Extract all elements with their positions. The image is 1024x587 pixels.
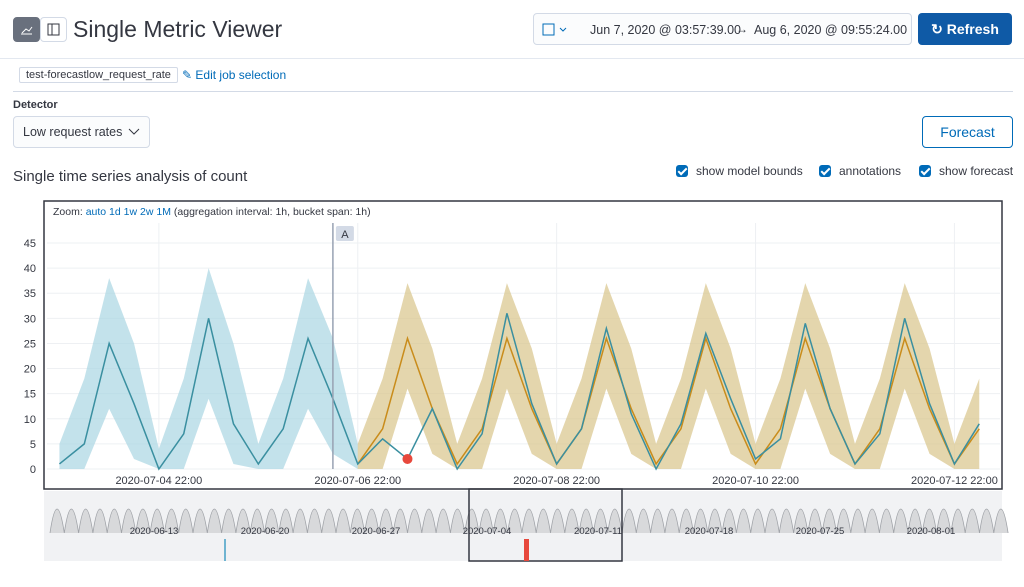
- y-tick-label: 10: [24, 414, 36, 426]
- x-tick-label: 2020-07-06 22:00: [314, 475, 401, 487]
- zoom-bar: Zoom: auto 1d 1w 2w 1M (aggregation inte…: [53, 206, 371, 218]
- context-label: 2020-08-01: [907, 526, 956, 537]
- y-tick-label: 35: [24, 288, 36, 300]
- page-title: Single Metric Viewer: [73, 16, 283, 42]
- detector-value: Low request rates: [23, 125, 123, 139]
- y-tick-label: 25: [24, 338, 36, 350]
- icon: [21, 26, 33, 35]
- y-tick-label: 45: [24, 238, 36, 250]
- y-tick-label: 30: [24, 313, 36, 325]
- y-tick-label: 5: [30, 439, 36, 451]
- toggle-label: annotations: [839, 164, 902, 178]
- context-label: 2020-06-13: [130, 526, 179, 537]
- context-selection[interactable]: [468, 488, 623, 562]
- date-picker[interactable]: Jun 7, 2020 @ 03:57:39.00 → Aug 6, 2020 …: [533, 13, 912, 45]
- toggle-label: show model bounds: [696, 164, 803, 178]
- actual-line: [58, 313, 980, 471]
- zoom-option[interactable]: auto: [86, 206, 107, 218]
- annotation-badge: [335, 226, 354, 241]
- zoom-label: Zoom:: [53, 206, 83, 218]
- icon: [47, 23, 60, 36]
- toggle[interactable]: annotations: [819, 164, 901, 178]
- context-label: 2020-07-11: [574, 526, 622, 537]
- section-title: Single time series analysis of count: [13, 168, 248, 185]
- context-label: 2020-07-25: [796, 526, 845, 537]
- detector-label: Detector: [13, 99, 58, 111]
- anomaly-marker[interactable]: [402, 453, 413, 464]
- toggle[interactable]: show forecast: [919, 164, 1013, 178]
- forecast-button[interactable]: Forecast: [922, 116, 1013, 148]
- toggle[interactable]: show model bounds: [676, 164, 803, 178]
- divider: [13, 91, 1013, 92]
- y-tick-label: 15: [24, 389, 36, 401]
- context-label: 2020-07-04: [463, 526, 512, 537]
- model-bounds: [59, 268, 358, 469]
- context-swath: [49, 508, 1009, 534]
- context-anomaly: [524, 539, 529, 561]
- chart-view-button[interactable]: [13, 17, 40, 42]
- context-label: 2020-06-20: [241, 526, 290, 537]
- chart: Zoom: auto 1d 1w 2w 1M (aggregation inte…: [24, 200, 1009, 562]
- calendar-icon: [542, 23, 567, 36]
- detector-select[interactable]: Low request rates: [13, 116, 150, 148]
- context-label: 2020-07-18: [685, 526, 734, 537]
- table-view-button[interactable]: [40, 17, 67, 42]
- context-label: 2020-06-27: [352, 526, 401, 537]
- context-anomaly: [224, 539, 226, 561]
- edit-job-label: Edit job selection: [195, 68, 287, 82]
- zoom-option[interactable]: 2w: [140, 206, 154, 218]
- x-tick-label: 2020-07-08 22:00: [513, 475, 600, 487]
- divider: [0, 58, 1024, 59]
- toggle-label: show forecast: [939, 164, 1014, 178]
- chevron: [128, 128, 140, 135]
- refresh-button[interactable]: ↻ Refresh: [918, 13, 1012, 45]
- zoom-option[interactable]: 1M: [156, 206, 171, 218]
- zoom-info: (aggregation interval: 1h, bucket span: …: [174, 206, 371, 218]
- date-end[interactable]: Aug 6, 2020 @ 09:55:24.00: [754, 23, 908, 37]
- y-tick-label: 0: [30, 464, 36, 476]
- zoom-option[interactable]: 1d: [109, 206, 121, 218]
- forecast-bounds: [357, 283, 980, 469]
- date-start[interactable]: Jun 7, 2020 @ 03:57:39.00: [590, 23, 742, 37]
- annotation-label[interactable]: A: [341, 229, 349, 241]
- arrow: →: [736, 22, 748, 36]
- job-badge: test-forecastlow_request_rate: [19, 67, 178, 83]
- x-tick-label: 2020-07-10 22:00: [712, 475, 799, 487]
- refresh-label: Refresh: [946, 21, 999, 37]
- x-tick-label: 2020-07-04 22:00: [115, 475, 202, 487]
- zoom-option[interactable]: 1w: [124, 206, 138, 218]
- edit-job-link[interactable]: ✎ Edit job selection: [182, 68, 287, 82]
- x-tick-label: 2020-07-12 22:00: [911, 475, 998, 487]
- y-tick-label: 20: [24, 364, 36, 376]
- y-tick-label: 40: [24, 263, 36, 275]
